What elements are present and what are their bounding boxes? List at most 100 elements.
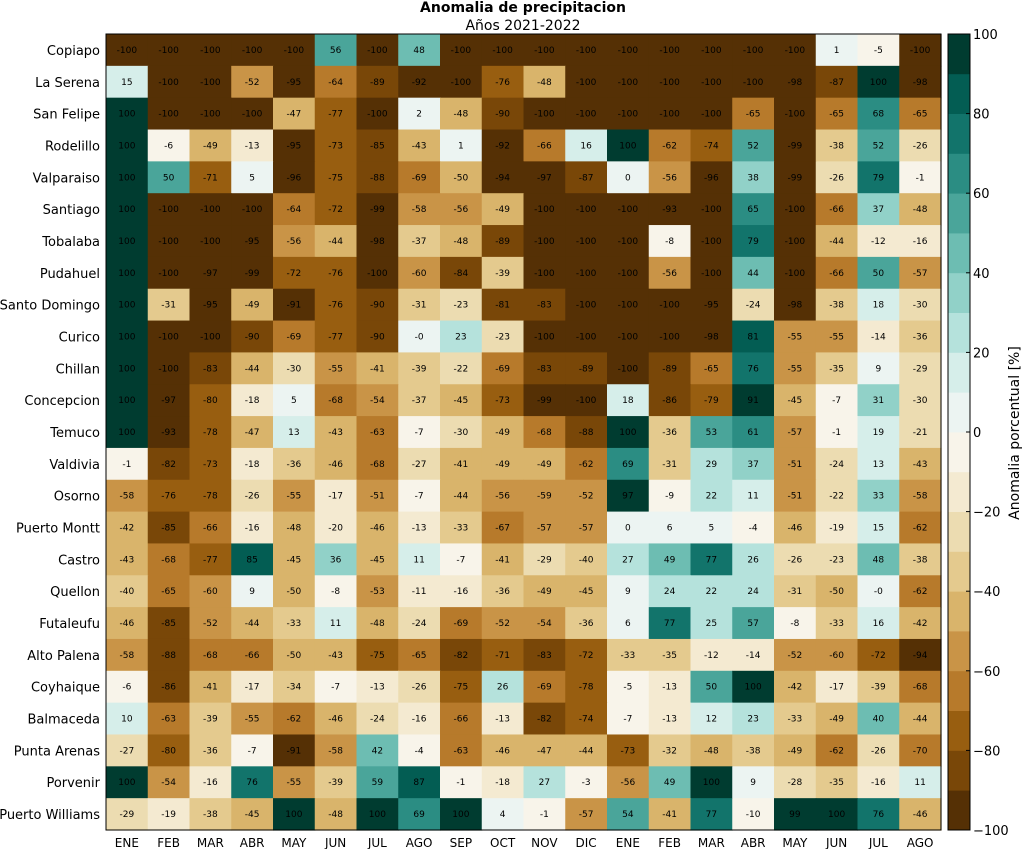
heatmap-cell [732,734,775,767]
heatmap-cell [440,256,483,290]
heatmap-cell [231,193,274,226]
heatmap-cell-label: -97 [161,396,176,406]
heatmap-cell-label: -49 [203,141,218,151]
heatmap-cell [147,288,191,322]
heatmap-cell [690,352,733,385]
heatmap-cell [231,256,274,290]
heatmap-cell [106,256,149,290]
heatmap-cell-label: 76 [747,364,759,374]
heatmap-cell [189,225,232,258]
heatmap-cell-label: -90 [495,110,510,120]
heatmap-cell [607,288,650,322]
heatmap-cell-label: -100 [200,78,221,88]
heatmap-cell-label: -100 [200,110,221,120]
heatmap-cell [440,193,483,226]
heatmap-cell-label: 11 [914,778,925,788]
heatmap-cell [356,798,399,831]
heatmap-cell [440,479,483,513]
heatmap-cell [314,288,358,322]
heatmap-cell-label: -100 [701,78,722,88]
heatmap-cell-label: -30 [287,364,302,374]
heatmap-cell-label: -92 [412,78,427,88]
y-tick-label: Porvenir [46,776,100,791]
heatmap-cell [607,670,650,704]
heatmap-cell-label: -35 [829,778,844,788]
heatmap-cell [314,193,358,226]
heatmap-cell [440,607,483,640]
heatmap-cell-label: -74 [579,715,594,725]
heatmap-cell [523,256,566,290]
heatmap-cell [106,702,149,736]
heatmap-cell-label: 77 [664,619,675,629]
heatmap-cell-label: -87 [579,173,594,183]
heatmap-cell-label: -24 [412,619,427,629]
y-tick-label: Chillan [56,362,100,377]
heatmap-cell-label: -100 [701,46,722,56]
heatmap-cell-label: -48 [287,524,302,534]
colorbar-tick-label: 40 [973,267,990,282]
heatmap-cell [648,702,692,736]
heatmap-cell [106,543,149,576]
heatmap-cell [857,575,900,608]
heatmap-cell-label: -36 [913,332,928,342]
heatmap-cell-label: -97 [537,173,552,183]
heatmap-cell [106,638,149,672]
heatmap-cell [273,479,316,513]
heatmap-cell-label: 9 [876,364,882,374]
heatmap-cell-label: -51 [370,492,385,502]
heatmap-cell [314,511,358,545]
heatmap-cell-label: -36 [662,428,677,438]
heatmap-cell [231,511,274,545]
heatmap-cell-label: -76 [328,301,343,311]
heatmap-cell-label: -52 [579,492,594,502]
heatmap-cell-label: -62 [829,746,844,756]
heatmap-cell-label: 61 [747,428,758,438]
heatmap-cell [231,543,274,576]
heatmap-cell [815,288,859,322]
heatmap-cell [899,670,942,704]
heatmap-cell [565,320,608,353]
heatmap-cell-label: -19 [829,524,844,534]
heatmap-cell [314,575,358,608]
heatmap-cell [732,161,775,194]
heatmap-cell-label: 26 [497,683,509,693]
heatmap-cell [523,511,566,545]
heatmap-cell-label: -60 [203,587,218,597]
y-tick-label: Santo Domingo [0,299,100,314]
heatmap-cell-label: -81 [495,301,510,311]
heatmap-cell [857,479,900,513]
heatmap-cell-label: -82 [454,651,469,661]
heatmap-cell [231,129,274,162]
heatmap-cell [147,416,191,449]
heatmap-cell [607,702,650,736]
heatmap-cell [690,798,733,831]
heatmap-cell-label: -47 [245,428,260,438]
heatmap-cell-label: -100 [618,269,639,279]
heatmap-cell-label: -39 [203,715,218,725]
heatmap-cell [565,129,608,162]
heatmap-cell [648,416,692,449]
heatmap-cell-label: -58 [328,746,343,756]
heatmap-cell [481,256,525,290]
heatmap-cell-label: 15 [873,524,884,534]
heatmap-cell-label: -49 [788,746,803,756]
heatmap-cell [440,65,483,99]
heatmap-cell-label: -75 [454,683,469,693]
heatmap-cell-label: -100 [618,237,639,247]
heatmap-cell [732,65,775,99]
heatmap-cell-label: -44 [328,237,343,247]
heatmap-cell [523,225,566,258]
heatmap-cell [189,288,232,322]
colorbar-swatch [948,312,970,353]
heatmap-cell-label: -6 [164,141,173,151]
heatmap-cell [899,702,942,736]
heatmap-cell-label: 22 [706,492,717,502]
heatmap-cell-label: -100 [158,110,179,120]
heatmap-cell-label: -100 [576,396,597,406]
heatmap-cell-label: -73 [495,396,510,406]
heatmap-cell-label: -100 [659,110,680,120]
heatmap-cell-label: -32 [662,746,677,756]
heatmap-cell [732,352,775,385]
x-tick-label: OCT [490,836,516,849]
heatmap-cell-label: -40 [579,555,594,565]
